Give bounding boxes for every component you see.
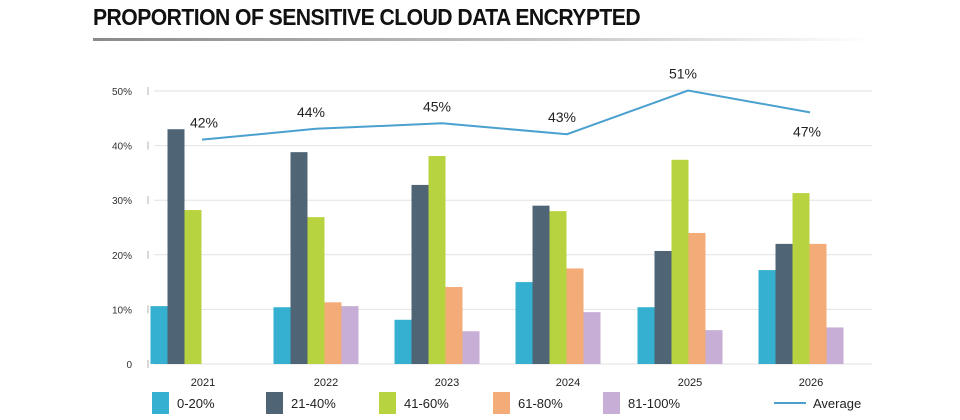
bar-21-40pct bbox=[290, 152, 308, 364]
bar-41-60pct bbox=[184, 210, 202, 364]
bar-61-80pct bbox=[324, 302, 342, 364]
bar-81-100pct bbox=[462, 331, 480, 364]
average-data-label: 45% bbox=[423, 98, 451, 114]
chart-title: PROPORTION OF SENSITIVE CLOUD DATA ENCRY… bbox=[93, 4, 641, 30]
legend-swatch bbox=[379, 392, 396, 414]
y-tick-label: 50% bbox=[112, 87, 132, 98]
title-divider bbox=[93, 38, 873, 41]
legend-swatch bbox=[603, 392, 620, 414]
bar-41-60pct bbox=[307, 217, 325, 364]
bar-61-80pct bbox=[566, 268, 584, 364]
bar-21-40pct bbox=[167, 129, 185, 364]
bar-81-100pct bbox=[705, 330, 723, 364]
x-tick-label: 2024 bbox=[556, 377, 580, 389]
legend-label: 21-40% bbox=[291, 396, 336, 411]
legend-label: 81-100% bbox=[628, 396, 680, 411]
bar-0-20pct bbox=[273, 307, 291, 364]
bar-21-40pct bbox=[411, 184, 429, 364]
bar-0-20pct bbox=[150, 306, 168, 364]
bar-41-60pct bbox=[792, 193, 810, 364]
bar-61-80pct bbox=[445, 287, 463, 364]
legend-swatch bbox=[266, 392, 283, 414]
bar-81-100pct bbox=[341, 306, 359, 364]
average-line bbox=[201, 89, 811, 141]
legend-label: 41-60% bbox=[404, 396, 449, 411]
average-data-label: 43% bbox=[548, 109, 576, 125]
average-data-label: 51% bbox=[669, 66, 697, 82]
average-data-label: 42% bbox=[190, 115, 218, 131]
bar-41-60pct bbox=[671, 159, 689, 364]
bar-61-80pct bbox=[809, 243, 827, 364]
legend-label: 61-80% bbox=[518, 396, 563, 411]
legend-swatch bbox=[152, 392, 169, 414]
x-tick-label: 2022 bbox=[314, 377, 338, 389]
bar-21-40pct bbox=[775, 243, 793, 364]
bar-81-100pct bbox=[826, 327, 844, 364]
x-tick-label: 2026 bbox=[799, 377, 823, 389]
bar-81-100pct bbox=[583, 312, 601, 364]
legend-label: Average bbox=[813, 396, 861, 411]
y-tick-label: 20% bbox=[112, 251, 132, 262]
bar-0-20pct bbox=[758, 270, 776, 364]
average-data-label: 47% bbox=[793, 123, 821, 139]
y-tick-label: 0 bbox=[126, 360, 132, 371]
y-tick-label: 40% bbox=[112, 142, 132, 153]
bar-41-60pct bbox=[428, 155, 446, 364]
bar-21-40pct bbox=[654, 250, 672, 364]
x-tick-label: 2025 bbox=[678, 377, 702, 389]
legend-swatch bbox=[493, 392, 510, 414]
average-data-label: 44% bbox=[297, 104, 325, 120]
bar-61-80pct bbox=[688, 232, 706, 364]
bar-21-40pct bbox=[532, 205, 550, 364]
y-tick-label: 30% bbox=[112, 196, 132, 207]
bar-41-60pct bbox=[549, 211, 567, 364]
bar-0-20pct bbox=[515, 282, 533, 364]
legend-label: 0-20% bbox=[177, 396, 215, 411]
bar-0-20pct bbox=[394, 319, 412, 364]
x-tick-label: 2021 bbox=[191, 377, 215, 389]
y-tick-label: 10% bbox=[112, 305, 132, 316]
x-tick-label: 2023 bbox=[435, 377, 459, 389]
bar-0-20pct bbox=[637, 307, 655, 364]
